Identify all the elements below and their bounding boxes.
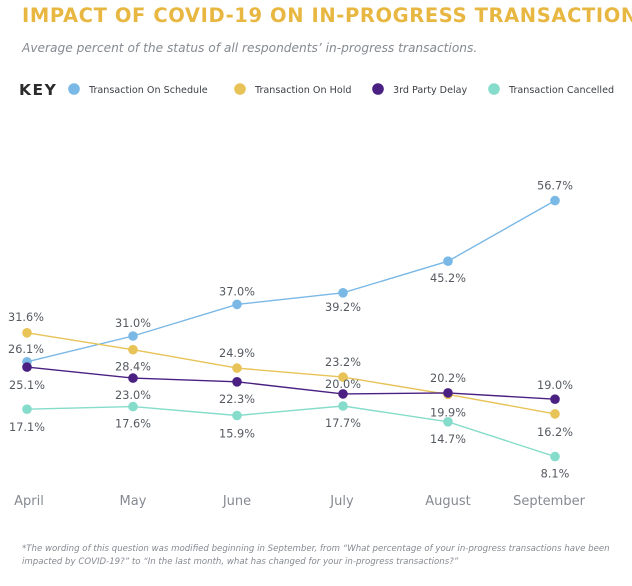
legend-label-4: Transaction Cancelled: [508, 85, 614, 96]
data-point-4-4: [338, 401, 348, 411]
x-tick-label-3: June: [222, 494, 251, 509]
data-label-3-6: 19.0%: [537, 379, 573, 392]
data-label-4-3: 15.9%: [219, 428, 255, 441]
data-point-2-3: [232, 363, 242, 373]
data-label-2-4: 23.2%: [325, 356, 361, 369]
data-point-4-2: [128, 401, 138, 412]
series-line-3: [26, 366, 556, 400]
legend-marker-3: [372, 83, 384, 95]
data-label-4-6: 8.1%: [541, 468, 570, 481]
data-point-1-4: [338, 288, 348, 298]
data-label-3-2: 23.0%: [115, 389, 151, 402]
data-point-2-1: [22, 328, 32, 338]
legend-label-1: Transaction On Schedule: [88, 85, 208, 96]
line-chart: KEY Transaction On Schedule Transaction On…: [8, 81, 614, 509]
data-point-4-6: [550, 451, 560, 462]
data-label-2-6: 16.2%: [537, 426, 573, 439]
series-line-4: [26, 405, 556, 458]
data-label-3-5: 20.2%: [430, 372, 466, 385]
data-label-1-2: 31.0%: [115, 317, 151, 330]
data-labels: 26.1% 31.0% 37.0% 39.2% 45.2% 56.7% 31.6% 28.4%…: [8, 180, 573, 481]
series-lines: [26, 199, 556, 458]
legend-label-2: Transaction On Hold: [254, 85, 351, 96]
x-tick-label-5: August: [425, 494, 471, 509]
data-label-4-4: 17.7%: [325, 417, 361, 430]
data-point-4-3: [232, 410, 242, 421]
data-label-4-1: 17.1%: [9, 421, 45, 434]
data-label-3-3: 22.3%: [219, 393, 255, 406]
x-tick-label-6: September: [513, 494, 586, 509]
x-tick-label-4: July: [329, 494, 354, 509]
data-points: [22, 195, 560, 462]
chart-title: IMPACT OF COVID-19 ON IN-PROGRESS TRANSA…: [22, 4, 632, 27]
data-point-3-5: [443, 388, 453, 398]
data-point-3-1: [22, 362, 32, 372]
data-label-1-6: 56.7%: [537, 180, 573, 193]
data-label-1-1: 26.1%: [8, 343, 44, 356]
data-label-1-4: 39.2%: [325, 301, 361, 314]
legend-label-3: 3rd Party Delay: [393, 85, 468, 96]
x-tick-label-2: May: [120, 494, 147, 509]
data-label-3-4: 20.0%: [325, 378, 361, 391]
x-tick-label-1: April: [14, 494, 44, 509]
data-label-1-3: 37.0%: [219, 285, 255, 298]
data-point-4-1: [22, 404, 32, 415]
data-label-2-2: 28.4%: [115, 361, 151, 374]
data-point-1-6: [550, 195, 560, 206]
data-point-2-4: [338, 372, 348, 382]
data-label-4-2: 17.6%: [115, 418, 151, 431]
data-point-3-6: [550, 394, 560, 405]
data-point-2-6: [550, 409, 560, 419]
data-label-2-3: 24.9%: [219, 347, 255, 360]
data-point-3-3: [232, 377, 242, 387]
legend-marker-1: [68, 83, 80, 95]
series-line-2: [26, 332, 556, 415]
series-line-1: [26, 199, 556, 363]
data-label-3-1: 25.1%: [9, 379, 45, 392]
data-point-1-2: [128, 331, 138, 341]
data-label-1-5: 45.2%: [430, 272, 466, 285]
legend-marker-4: [488, 83, 500, 95]
data-point-3-4: [338, 389, 348, 399]
data-label-2-1: 31.6%: [8, 311, 44, 324]
legend-key-label: KEY: [19, 81, 57, 99]
data-label-2-5: 19.9%: [430, 406, 466, 419]
data-point-3-2: [128, 373, 138, 383]
chart-subtitle: Average percent of the status of all res…: [22, 41, 478, 55]
data-label-4-5: 14.7%: [430, 433, 466, 446]
data-point-2-2: [128, 344, 138, 355]
data-point-1-3: [232, 299, 242, 310]
data-point-1-5: [443, 256, 453, 267]
legend: KEY Transaction On Schedule Transaction On…: [19, 81, 614, 99]
legend-marker-2: [234, 83, 246, 95]
x-axis-tick-labels: April May June July August September: [14, 494, 585, 509]
data-point-4-5: [443, 417, 453, 427]
footnote: *The wording of this question was modifi…: [22, 544, 610, 567]
